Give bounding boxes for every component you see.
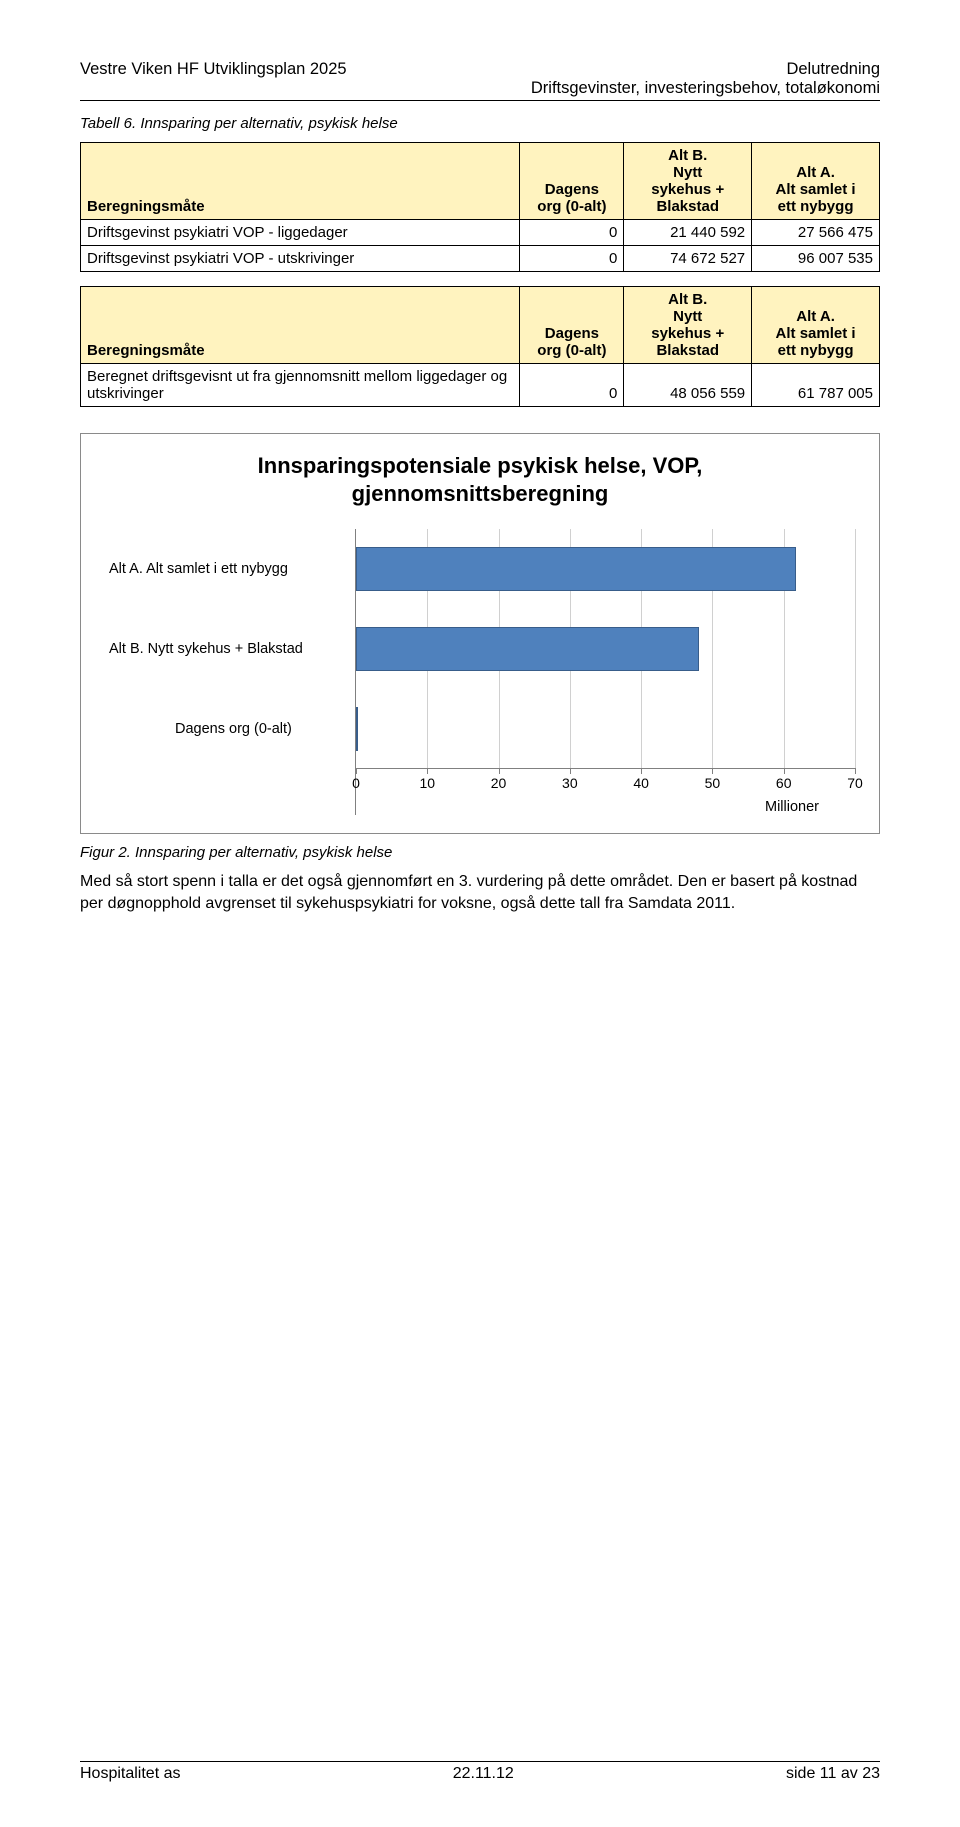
chart-y-labels: Alt A. Alt samlet i ett nybygg Alt B. Ny… (105, 529, 355, 815)
table-beregnet: Beregningsmåte Dagens org (0-alt) Alt B.… (80, 286, 880, 407)
t2-col3-l3: ett nybygg (778, 342, 854, 359)
chart-cat-1: Alt B. Nytt sykehus + Blakstad (105, 609, 355, 689)
t2-col3-l1: Alt A. (796, 308, 835, 325)
chart-xtick: 0 (352, 775, 360, 791)
t2-col1-l1: Dagens (545, 325, 599, 342)
t2-col3: Alt A. Alt samlet i ett nybygg (752, 287, 880, 364)
table-row: Beregnet driftsgevisnt ut fra gjennomsni… (81, 364, 880, 407)
chart-bar (356, 707, 358, 751)
chart-xtick: 50 (705, 775, 721, 791)
t1-col3-l2: Alt samlet i (776, 181, 856, 198)
chart-xaxis-title: Millioner (765, 799, 819, 815)
chart-title-l2: gjennomsnittsberegning (352, 481, 609, 506)
t2-r1-c2: 48 056 559 (624, 364, 752, 407)
chart-title-l1: Innsparingspotensiale psykisk helse, VOP… (258, 453, 703, 478)
t2-col2: Alt B. Nytt sykehus + Blakstad (624, 287, 752, 364)
t2-r1-c1: 0 (520, 364, 624, 407)
t1-col2-l2: Nytt (673, 164, 702, 181)
t1-col3-l3: ett nybygg (778, 198, 854, 215)
t1-r1-label: Driftsgevinst psykiatri VOP - liggedager (81, 220, 520, 246)
chart-xaxis: Millioner 010203040506070 (356, 769, 855, 815)
chart-plot: Millioner 010203040506070 (355, 529, 855, 815)
chart-xtick: 70 (847, 775, 863, 791)
header-right-2: Driftsgevinster, investeringsbehov, tota… (531, 79, 880, 98)
t2-r1-c3: 61 787 005 (752, 364, 880, 407)
chart-cat-2: Dagens org (0-alt) (105, 689, 355, 769)
doc-footer: Hospitalitet as 22.11.12 side 11 av 23 (80, 1761, 880, 1783)
chart-xtick: 10 (419, 775, 435, 791)
table-row: Driftsgevinst psykiatri VOP - utskriving… (81, 246, 880, 272)
t1-col1-l1: Dagens (545, 181, 599, 198)
t2-col3-l2: Alt samlet i (776, 325, 856, 342)
t1-col2-l1: Alt B. (668, 147, 707, 164)
table-driftsgevinst: Beregningsmåte Dagens org (0-alt) Alt B.… (80, 142, 880, 272)
table-row: Driftsgevinst psykiatri VOP - liggedager… (81, 220, 880, 246)
t2-col2-l2: Nytt (673, 308, 702, 325)
t1-col1-l2: org (0-alt) (537, 198, 606, 215)
footer-right: side 11 av 23 (786, 1765, 880, 1783)
t1-col2-l3: sykehus + (651, 181, 724, 198)
chart-title: Innsparingspotensiale psykisk helse, VOP… (105, 452, 855, 507)
body-text: Med så stort spenn i talla er det også g… (80, 871, 880, 914)
footer-center: 22.11.12 (453, 1765, 514, 1783)
table-caption: Tabell 6. Innsparing per alternativ, psy… (80, 115, 880, 132)
t2-r1-label: Beregnet driftsgevisnt ut fra gjennomsni… (81, 364, 520, 407)
chart-xtick: 40 (633, 775, 649, 791)
t1-col3: Alt A. Alt samlet i ett nybygg (752, 143, 880, 220)
t1-r2-c2: 74 672 527 (624, 246, 752, 272)
t1-col0: Beregningsmåte (81, 143, 520, 220)
t1-r2-c3: 96 007 535 (752, 246, 880, 272)
header-left: Vestre Viken HF Utviklingsplan 2025 (80, 60, 347, 98)
chart-xtick: 60 (776, 775, 792, 791)
t2-col1-l2: org (0-alt) (537, 342, 606, 359)
figure-caption: Figur 2. Innsparing per alternativ, psyk… (80, 844, 880, 861)
doc-header: Vestre Viken HF Utviklingsplan 2025 Delu… (80, 60, 880, 101)
chart-bar (356, 627, 699, 671)
t1-r1-c1: 0 (520, 220, 624, 246)
t2-col2-l3: sykehus + (651, 325, 724, 342)
t1-col2: Alt B. Nytt sykehus + Blakstad (624, 143, 752, 220)
footer-left: Hospitalitet as (80, 1765, 181, 1783)
t2-col0: Beregningsmåte (81, 287, 520, 364)
t1-r2-label: Driftsgevinst psykiatri VOP - utskriving… (81, 246, 520, 272)
header-right-1: Delutredning (531, 60, 880, 79)
t2-col2-l1: Alt B. (668, 291, 707, 308)
t1-col1: Dagens org (0-alt) (520, 143, 624, 220)
chart-xtick: 30 (562, 775, 578, 791)
chart-cat-0: Alt A. Alt samlet i ett nybygg (105, 529, 355, 609)
t1-r2-c1: 0 (520, 246, 624, 272)
t1-col3-l1: Alt A. (796, 164, 835, 181)
t2-col1: Dagens org (0-alt) (520, 287, 624, 364)
chart-bar (356, 547, 796, 591)
t2-col2-l4: Blakstad (656, 342, 719, 359)
t1-r1-c2: 21 440 592 (624, 220, 752, 246)
t1-r1-c3: 27 566 475 (752, 220, 880, 246)
t1-col2-l4: Blakstad (656, 198, 719, 215)
chart-xtick: 20 (491, 775, 507, 791)
chart-innsparingspotensiale: Innsparingspotensiale psykisk helse, VOP… (80, 433, 880, 834)
